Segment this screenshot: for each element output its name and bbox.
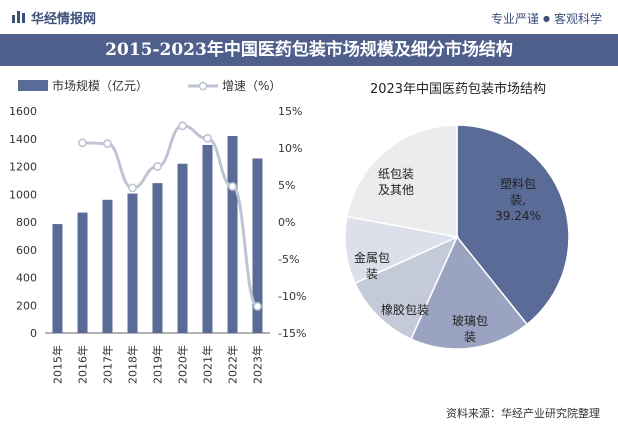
- y-left-tick-label: 1400: [9, 133, 37, 146]
- source-note: 资料来源：华经产业研究院整理: [446, 407, 600, 420]
- growth-point: [253, 301, 262, 311]
- pie-slice: [353, 235, 459, 341]
- y-right-tick-label: 15%: [278, 105, 302, 118]
- bar: [102, 199, 113, 333]
- tagline-left: 专业严谨: [490, 12, 539, 26]
- pie-slice-label: 玻璃包装: [452, 314, 488, 344]
- x-tick-label: 2023年: [251, 345, 265, 384]
- x-tick-label: 2016年: [76, 345, 90, 384]
- x-tick-label: 2021年: [201, 345, 215, 384]
- title-bar: 2015-2023年中国医药包装市场规模及细分市场结构: [0, 34, 618, 66]
- y-left-tick-label: 600: [16, 244, 37, 257]
- y-left-tick-label: 800: [16, 216, 37, 229]
- legend-label-line: 增速（%）: [222, 79, 281, 93]
- tagline: 专业严谨 ● 客观科学: [491, 10, 602, 27]
- x-tick-label: 2019年: [151, 345, 165, 384]
- pie-title: 2023年中国医药包装市场结构: [370, 81, 546, 97]
- y-right-tick-label: 0%: [278, 216, 295, 229]
- bullet-icon: ●: [543, 14, 550, 23]
- pie-slice: [409, 235, 529, 350]
- pie-slice-label: 金属包装: [354, 250, 390, 281]
- x-tick-label: 2015年: [51, 345, 65, 384]
- x-tick-label: 2018年: [126, 345, 140, 384]
- growth-point: [203, 133, 212, 143]
- y-left-tick-label: 200: [16, 299, 37, 312]
- legend-swatch-bar: [18, 80, 48, 91]
- bar: [152, 183, 163, 333]
- y-left-tick-label: 1600: [9, 105, 37, 118]
- y-right-tick-label: 10%: [278, 142, 302, 155]
- top-bar: 华经情报网 专业严谨 ● 客观科学: [0, 0, 618, 34]
- bar: [202, 144, 213, 333]
- y-left-tick-label: 0: [30, 327, 37, 340]
- y-right-tick-label: -5%: [278, 253, 299, 266]
- legend-swatch-line-marker: [198, 81, 208, 91]
- chart-title: 2015-2023年中国医药包装市场规模及细分市场结构: [105, 40, 513, 60]
- y-left-tick-label: 1200: [9, 161, 37, 174]
- y-right-tick-label: -15%: [278, 327, 306, 340]
- growth-point: [228, 182, 237, 191]
- y-right-tick-label: 5%: [278, 179, 295, 192]
- x-tick-label: 2022年: [226, 345, 240, 384]
- brand: 华经情报网: [12, 9, 97, 27]
- pie-slice-label: 橡胶包装: [381, 302, 429, 317]
- growth-point: [78, 138, 87, 148]
- pie-slice-label: 塑料包装, 39.24%: [495, 176, 541, 223]
- brand-name: 华经情报网: [31, 11, 97, 27]
- bar: [52, 224, 63, 333]
- pie-slice: [346, 124, 458, 238]
- brand-logo-icon: [12, 11, 25, 23]
- y-left-tick-label: 1000: [9, 188, 37, 201]
- growth-point: [178, 121, 187, 131]
- bar: [227, 135, 238, 333]
- y-left-tick-label: 400: [16, 272, 37, 285]
- growth-point: [153, 162, 162, 171]
- growth-point: [103, 139, 112, 148]
- y-right-tick-label: -10%: [278, 290, 306, 303]
- x-tick-label: 2020年: [176, 345, 190, 384]
- bar: [127, 193, 138, 333]
- growth-point: [128, 183, 137, 193]
- pie-slice-label: 纸包装及其他: [378, 167, 414, 197]
- bar: [77, 212, 88, 333]
- legend-label-bar: 市场规模（亿元）: [52, 78, 148, 93]
- pie-slice: [456, 124, 570, 326]
- bar: [252, 158, 263, 333]
- tagline-right: 客观科学: [553, 12, 602, 26]
- x-tick-label: 2017年: [101, 345, 115, 384]
- bar: [177, 163, 188, 333]
